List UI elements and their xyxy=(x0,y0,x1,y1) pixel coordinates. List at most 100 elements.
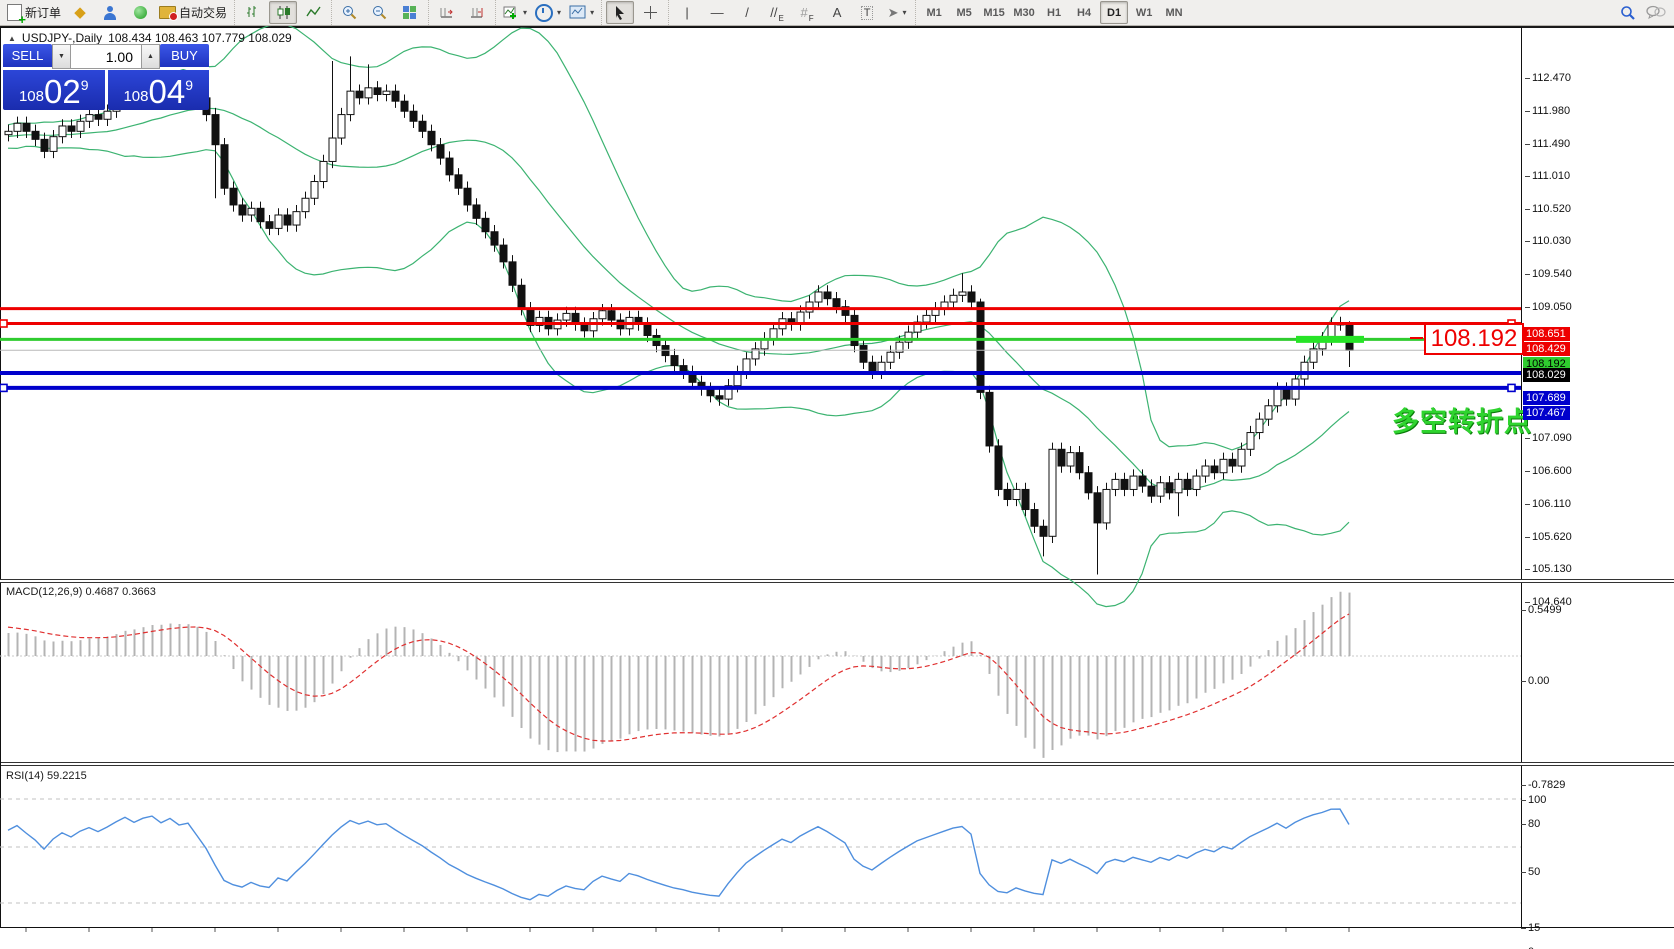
price-axis-tick: 111.010 xyxy=(1524,169,1571,182)
signal-icon xyxy=(133,6,147,19)
price-axis-tick: 110.030 xyxy=(1525,235,1571,248)
indicators-button[interactable]: ▾ xyxy=(500,1,530,24)
sell-button[interactable]: SELL xyxy=(3,44,52,69)
timeframe-m15[interactable]: M15 xyxy=(983,6,1005,19)
toolbar-group-cursor xyxy=(601,0,668,25)
timeframe-m5[interactable]: M5 xyxy=(956,6,972,19)
tile-windows-button[interactable] xyxy=(396,1,424,24)
dropdown-caret: ▾ xyxy=(557,8,562,17)
timeframe-group: M1 M5 M15 M30 H1 H4 D1 W1 MN xyxy=(915,0,1192,25)
sell-price-big: 02 xyxy=(44,73,81,110)
trendline-button[interactable]: / xyxy=(733,1,761,24)
line-chart-button[interactable] xyxy=(299,1,327,24)
templates-button[interactable]: ▾ xyxy=(566,1,597,24)
channel-button[interactable]: //E xyxy=(763,1,791,24)
price-axis-tick: 106.110 xyxy=(1525,497,1571,510)
horizontal-line-button[interactable]: — xyxy=(703,1,731,24)
new-order-label: 新订单 xyxy=(25,6,62,20)
arrows-button[interactable]: ➤ ▾ xyxy=(883,1,911,24)
alerts-button[interactable] xyxy=(126,1,154,24)
bar-chart-icon xyxy=(246,6,256,17)
volume-field[interactable]: 1.00 xyxy=(71,44,141,69)
chart-canvas[interactable] xyxy=(0,26,1674,949)
zoom-in-button[interactable] xyxy=(336,1,364,24)
chart-shift-button[interactable] xyxy=(463,1,491,24)
current-price-label: 108.029 xyxy=(1523,368,1570,383)
vertical-line-button[interactable]: | xyxy=(673,1,701,24)
candlestick-chart-button[interactable] xyxy=(269,1,298,24)
price-axis-tick: 106.600 xyxy=(1525,464,1572,477)
macd-axis-tick: -0.7829 xyxy=(1520,779,1566,791)
price-line-label: 108.192 xyxy=(1523,357,1570,372)
price-axis-tick: 110.520 xyxy=(1525,202,1571,215)
fibonacci-button[interactable]: # F xyxy=(793,1,821,24)
buy-button[interactable]: BUY xyxy=(160,44,209,69)
clock-icon xyxy=(535,3,554,22)
cursor-button[interactable] xyxy=(606,1,635,24)
fibonacci-icon: # xyxy=(800,5,808,20)
timeframe-m30[interactable]: M30 xyxy=(1013,6,1035,19)
rsi-axis-tick: 15 xyxy=(1520,922,1541,934)
auto-trading-button[interactable]: 自动交易 xyxy=(156,1,230,24)
new-order-button[interactable]: 新订单 xyxy=(4,1,64,25)
timeframe-mn[interactable]: MN xyxy=(1165,6,1183,19)
price-line-label: 108.429 xyxy=(1523,341,1570,356)
price-axis-tick: 107.090 xyxy=(1525,432,1572,445)
macd-axis-tick: 0.5499 xyxy=(1521,604,1562,616)
zoom-out-button[interactable] xyxy=(366,1,394,24)
dropdown-caret: ▾ xyxy=(902,8,907,17)
crosshair-icon xyxy=(643,6,657,19)
toolbar-group-objects: | — / //E # F A T ➤ ▾ xyxy=(668,0,915,25)
new-chart-button[interactable]: ◆ xyxy=(66,1,94,24)
ohlc-values: 108.434 108.463 107.779 108.029 xyxy=(108,31,292,45)
chinese-note[interactable]: 多空转折点 xyxy=(1392,407,1532,437)
rsi-axis-tick: 50 xyxy=(1520,866,1541,878)
text-label-button[interactable]: T xyxy=(853,1,881,24)
tile-windows-icon xyxy=(403,5,417,20)
buy-price-prefix: 108 xyxy=(123,88,149,105)
chat-icon[interactable] xyxy=(1646,5,1666,20)
cursor-icon xyxy=(616,6,625,20)
toolbar-group-main: 新订单 ◆ 自动交易 xyxy=(0,0,234,25)
chart-title: ▲ USDJPY-,Daily 108.434 108.463 107.779 … xyxy=(8,31,292,45)
vertical-line-icon: | xyxy=(685,5,689,20)
dropdown-caret: ▾ xyxy=(523,8,528,17)
dropdown-caret: ▾ xyxy=(590,8,595,17)
auto-scroll-icon xyxy=(440,8,453,18)
sell-price[interactable]: 108 02 9 xyxy=(3,70,105,110)
search-icon[interactable] xyxy=(1620,5,1636,21)
toolbar-group-zoom xyxy=(331,0,428,25)
auto-trading-icon xyxy=(159,6,179,21)
text-icon: A xyxy=(832,5,842,20)
crosshair-button[interactable] xyxy=(636,1,664,24)
timeframe-h1[interactable]: H1 xyxy=(1047,6,1062,19)
rsi-label: RSI(14) 59.2215 xyxy=(6,770,87,782)
bar-chart-button[interactable] xyxy=(239,1,267,24)
zoom-in-icon xyxy=(343,5,357,19)
macd-label: MACD(12,26,9) 0.4687 0.3663 xyxy=(6,586,156,598)
auto-scroll-button[interactable] xyxy=(433,1,461,24)
buy-price[interactable]: 108 04 9 xyxy=(107,70,209,110)
sell-price-prefix: 108 xyxy=(18,88,44,105)
volume-increase-button[interactable]: ▲ xyxy=(141,44,160,69)
periods-button[interactable]: ▾ xyxy=(532,1,564,24)
price-axis-tick: 111.490 xyxy=(1524,137,1571,150)
price-callout-box[interactable]: 108.192 xyxy=(1424,323,1524,355)
timeframe-w1[interactable]: W1 xyxy=(1135,6,1153,19)
indicators-icon xyxy=(503,6,517,19)
volume-decrease-button[interactable]: ▼ xyxy=(52,44,71,69)
text-label-icon: T xyxy=(860,5,874,20)
text-button[interactable]: A xyxy=(823,1,851,24)
toolbar-group-chart-type xyxy=(234,0,331,25)
timeframe-h4[interactable]: H4 xyxy=(1077,6,1092,19)
market-watch-button[interactable] xyxy=(96,1,124,24)
sell-price-sup: 9 xyxy=(80,77,89,93)
timeframe-m1[interactable]: M1 xyxy=(926,6,942,19)
new-order-icon xyxy=(7,4,26,25)
timeframe-d1[interactable]: D1 xyxy=(1100,1,1129,24)
fibonacci-sub-label: F xyxy=(808,14,814,23)
price-line-label: 107.689 xyxy=(1523,391,1570,406)
person-icon xyxy=(103,5,117,20)
collapse-icon[interactable]: ▲ xyxy=(8,33,16,43)
